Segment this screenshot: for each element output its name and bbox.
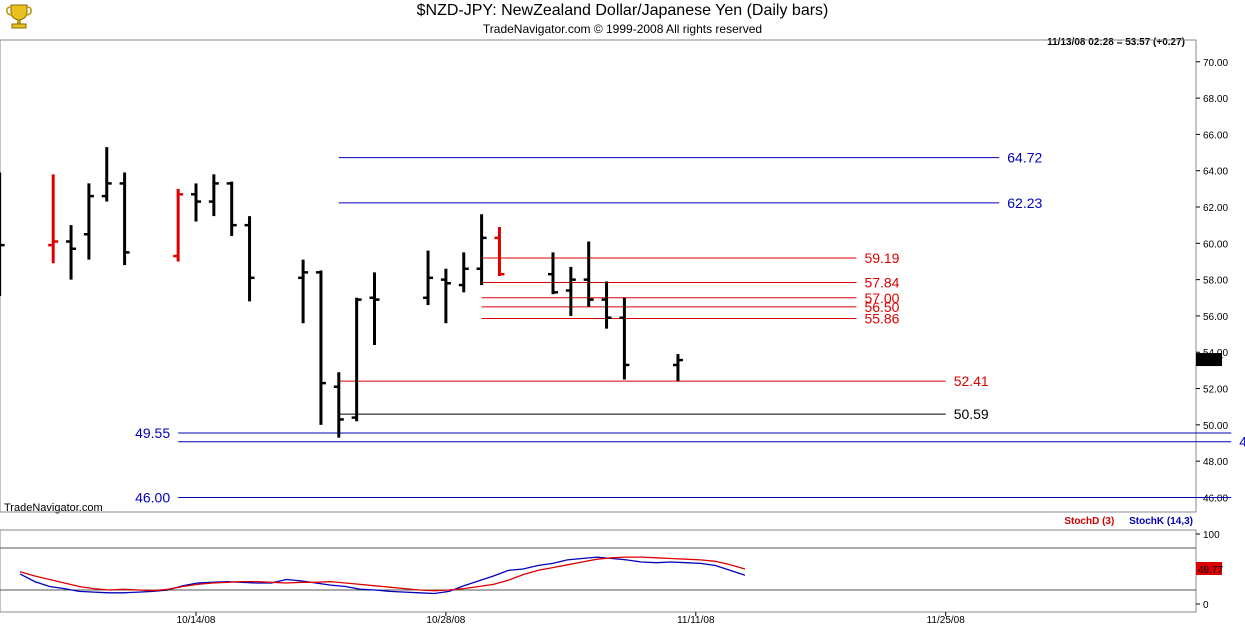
price-panel-frame: [0, 39, 1197, 513]
trophy-icon: [4, 2, 34, 30]
watermark-text: TradeNavigator.com: [4, 502, 103, 514]
stochk-legend-label: StochK (14,3): [1129, 516, 1193, 527]
y-tick-label: 70.00: [1203, 58, 1228, 69]
level-label: 52.41: [954, 373, 989, 389]
level-label: 59.19: [864, 250, 899, 266]
level-label: 62.23: [1007, 195, 1042, 211]
stochd-legend-label: StochD (3): [1064, 516, 1115, 527]
level-label: 49.07: [1239, 434, 1245, 450]
x-tick-label: 10/14/08: [177, 615, 216, 626]
stochastic-legend: StochD (3) StochK (14,3): [1064, 516, 1193, 527]
y-tick-label: 60.00: [1203, 239, 1228, 250]
copyright-notice: TradeNavigator.com © 1999-2008 All right…: [482, 22, 763, 36]
last-price-label: 53.57: [1198, 356, 1223, 367]
y-tick-label: 58.00: [1203, 276, 1228, 287]
y-tick-label: 50.00: [1203, 421, 1228, 432]
stochastic-panel-frame: [0, 529, 1197, 613]
stochd-value-tag: [1196, 562, 1222, 575]
stochd-value-label: 49.77: [1198, 565, 1223, 576]
y-tick-label: 62.00: [1203, 203, 1228, 214]
x-tick-label: 11/25/08: [927, 615, 966, 626]
y-tick-label: 56.00: [1203, 312, 1228, 323]
level-label: 46.00: [135, 489, 170, 505]
price-readout: 11/13/08 02:28 = 53.57 (+0.27): [1047, 37, 1185, 48]
last-price-tag: [1196, 353, 1222, 367]
level-label: 50.59: [954, 406, 989, 422]
y-tick-label: 52.00: [1203, 385, 1228, 396]
stochk-line: [19, 556, 746, 595]
level-label: 49.55: [135, 425, 170, 441]
chart-title: $NZD-JPY: NewZealand Dollar/Japanese Yen…: [416, 2, 829, 19]
y-tick-label: 46.00: [1203, 493, 1228, 504]
y-tick-label: 64.00: [1203, 167, 1228, 178]
level-label: 57.00: [864, 290, 899, 306]
level-label: 56.50: [864, 299, 899, 315]
level-label: 55.86: [864, 310, 899, 326]
stoch-y-tick-label: 0: [1203, 600, 1209, 611]
y-tick-label: 66.00: [1203, 130, 1228, 141]
stoch-y-tick-label: 100: [1203, 530, 1220, 541]
x-tick-label: 10/28/08: [426, 615, 465, 626]
stochd-line: [19, 556, 746, 592]
y-tick-label: 68.00: [1203, 94, 1228, 105]
y-tick-label: 48.00: [1203, 457, 1228, 468]
x-tick-label: 11/11/08: [677, 615, 715, 626]
level-label: 64.72: [1007, 150, 1042, 166]
level-label: 57.84: [864, 275, 899, 291]
